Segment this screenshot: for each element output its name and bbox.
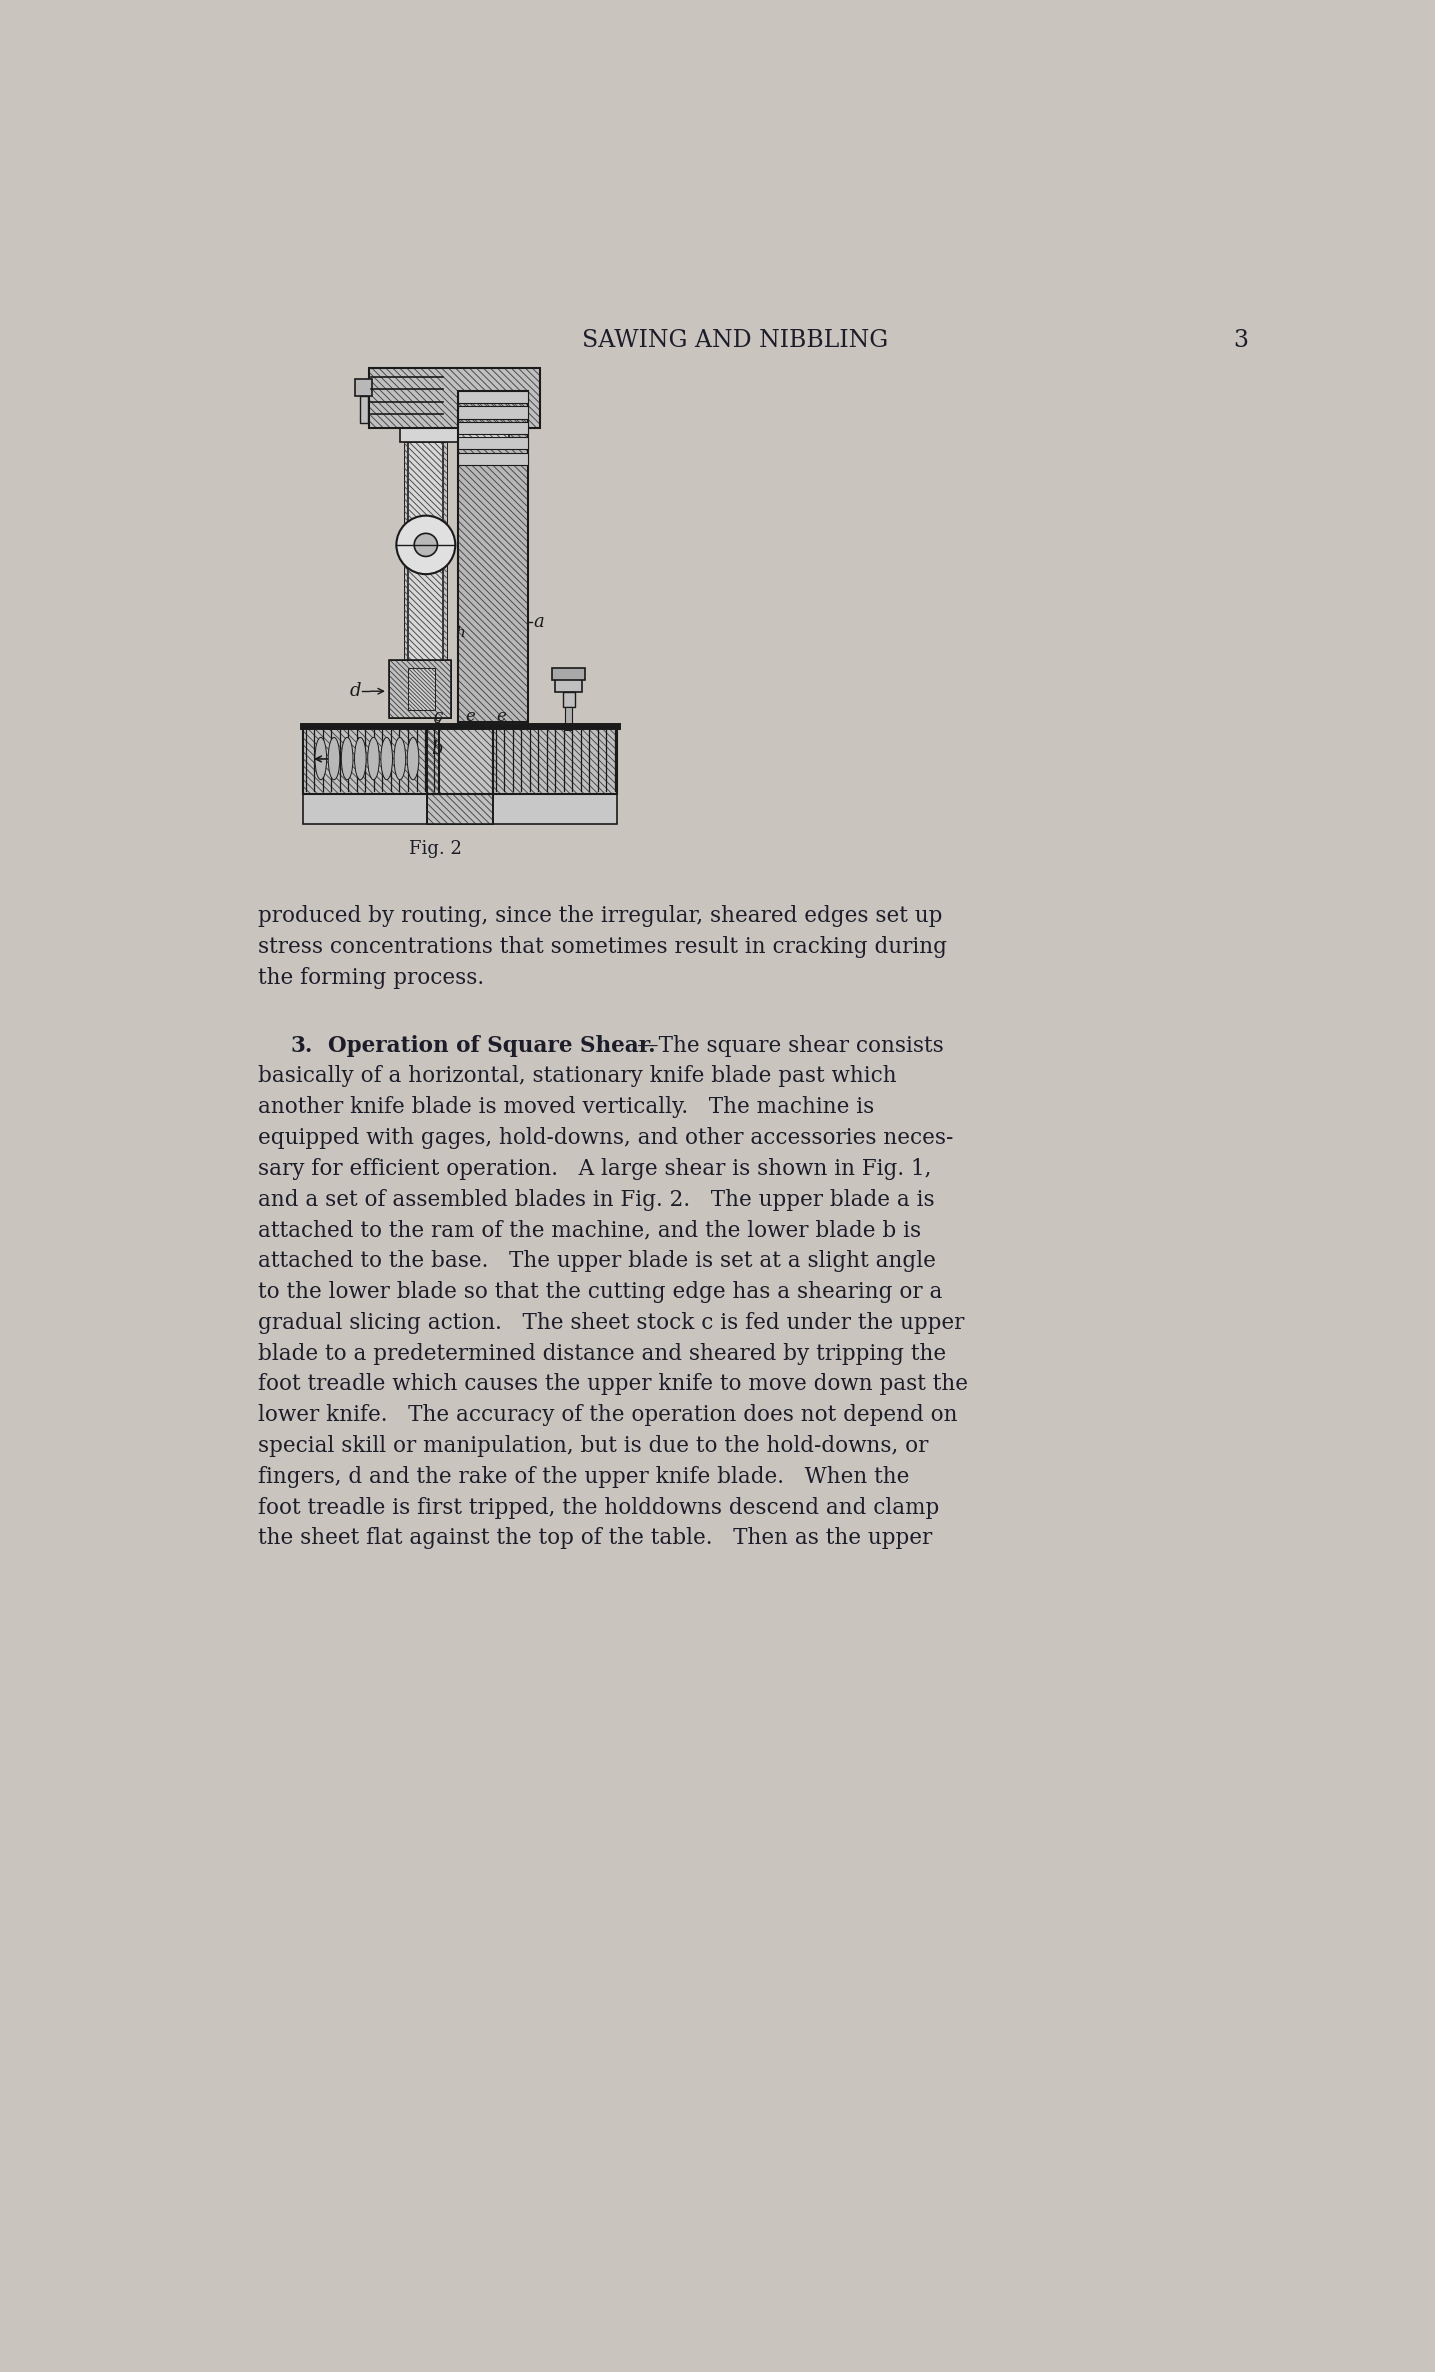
Text: h: h (455, 626, 465, 640)
Bar (458, 422, 528, 434)
Bar (400, 427, 509, 441)
Text: special skill or manipulation, but is due to the hold-downs, or: special skill or manipulation, but is du… (258, 1435, 928, 1456)
Ellipse shape (408, 738, 419, 780)
Bar (408, 669, 435, 712)
Bar (303, 795, 428, 825)
Bar (565, 707, 573, 731)
Text: stress concentrations that sometimes result in cracking during: stress concentrations that sometimes res… (258, 937, 947, 958)
Bar (428, 795, 494, 825)
Bar (303, 728, 439, 795)
Bar (405, 441, 446, 695)
Bar (389, 659, 451, 719)
Ellipse shape (395, 738, 406, 780)
Text: Fig. 2: Fig. 2 (409, 840, 462, 859)
Text: and a set of assembled blades in Fig. 2.   The upper blade a is: and a set of assembled blades in Fig. 2.… (258, 1188, 936, 1210)
Bar (494, 728, 617, 795)
Text: b: b (432, 740, 443, 757)
Text: another knife blade is moved vertically.   The machine is: another knife blade is moved vertically.… (258, 1096, 875, 1117)
Text: produced by routing, since the irregular, sheared edges set up: produced by routing, since the irregular… (258, 906, 943, 927)
Text: foot treadle is first tripped, the holddowns descend and clamp: foot treadle is first tripped, the holdd… (258, 1497, 940, 1518)
Bar (428, 795, 494, 825)
Text: attached to the base.   The upper blade is set at a slight angle: attached to the base. The upper blade is… (258, 1250, 936, 1271)
Text: gradual slicing action.   The sheet stock c is fed under the upper: gradual slicing action. The sheet stock … (258, 1312, 964, 1333)
Ellipse shape (367, 738, 379, 780)
Text: blade to a predetermined distance and sheared by tripping the: blade to a predetermined distance and sh… (258, 1343, 947, 1364)
Text: to the lower blade so that the cutting edge has a shearing or a: to the lower blade so that the cutting e… (258, 1281, 943, 1302)
Ellipse shape (316, 738, 327, 780)
Ellipse shape (354, 738, 366, 780)
Bar (360, 396, 367, 422)
Text: lower knife.   The accuracy of the operation does not depend on: lower knife. The accuracy of the operati… (258, 1404, 959, 1426)
Bar (389, 659, 451, 719)
Text: equipped with gages, hold-downs, and other accessories neces-: equipped with gages, hold-downs, and oth… (258, 1127, 954, 1148)
Text: 3.: 3. (291, 1034, 313, 1056)
Bar (458, 391, 528, 403)
Bar (494, 795, 617, 825)
Text: a: a (534, 612, 544, 631)
Bar (494, 728, 617, 795)
Bar (408, 441, 443, 695)
Text: attached to the ram of the machine, and the lower blade b is: attached to the ram of the machine, and … (258, 1219, 921, 1241)
Text: e: e (497, 709, 507, 726)
Text: d: d (350, 683, 362, 700)
Text: SAWING AND NIBBLING: SAWING AND NIBBLING (583, 330, 888, 351)
Bar (458, 436, 528, 448)
Bar (458, 453, 528, 465)
Text: c: c (433, 709, 442, 726)
Bar (428, 728, 494, 795)
Text: the forming process.: the forming process. (258, 968, 485, 989)
Ellipse shape (342, 738, 353, 780)
Text: foot treadle which causes the upper knife to move down past the: foot treadle which causes the upper knif… (258, 1373, 969, 1395)
Bar (552, 669, 585, 681)
Text: Operation of Square Shear.: Operation of Square Shear. (329, 1034, 656, 1056)
Text: fingers, d and the rake of the upper knife blade.   When the: fingers, d and the rake of the upper kni… (258, 1466, 910, 1487)
Text: basically of a horizontal, stationary knife blade past which: basically of a horizontal, stationary kn… (258, 1065, 897, 1086)
Bar (563, 693, 574, 707)
Text: —The square shear consists: —The square shear consists (637, 1034, 943, 1056)
Ellipse shape (380, 738, 393, 780)
Bar (356, 380, 372, 396)
Text: sary for efficient operation.   A large shear is shown in Fig. 1,: sary for efficient operation. A large sh… (258, 1158, 931, 1179)
Bar (428, 728, 494, 795)
Bar (303, 728, 439, 795)
Bar (369, 368, 540, 427)
Text: 3: 3 (1234, 330, 1248, 351)
Ellipse shape (329, 738, 340, 780)
Circle shape (415, 534, 438, 557)
Circle shape (396, 515, 455, 574)
Text: e: e (465, 709, 475, 726)
Bar (458, 391, 528, 721)
Bar (458, 391, 528, 721)
Text: the sheet flat against the top of the table.   Then as the upper: the sheet flat against the top of the ta… (258, 1528, 933, 1549)
Bar (555, 678, 583, 693)
Bar (369, 368, 540, 427)
Bar (458, 406, 528, 417)
